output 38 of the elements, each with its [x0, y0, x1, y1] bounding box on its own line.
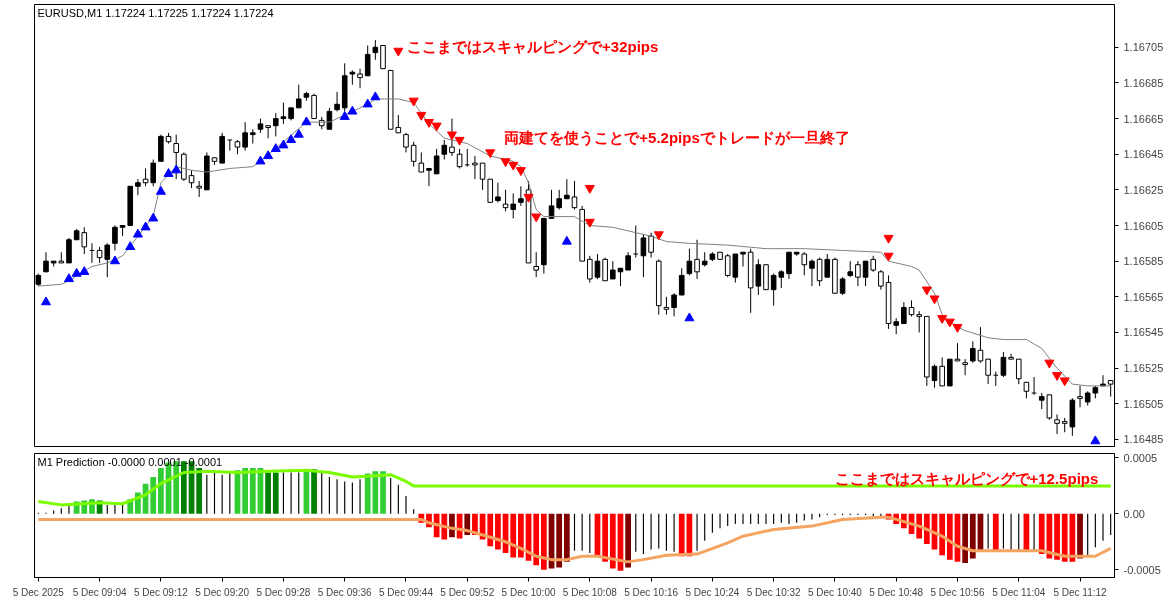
x-tick-label: 5 Dec 10:40: [807, 586, 863, 598]
y-tick-label: 1.16605: [1123, 219, 1164, 232]
y-tick-label: 1.16625: [1123, 183, 1164, 196]
x-tick-label: 5 Dec 2025: [12, 586, 65, 598]
y-tick-label: 1.16525: [1123, 362, 1164, 375]
x-tick-label: 5 Dec 09:44: [379, 586, 434, 598]
chart-title: M1 Prediction -0.0000 0.0001 -0.0001: [37, 455, 223, 468]
y-tick-label: 1.16585: [1123, 255, 1164, 268]
x-tick-label: 5 Dec 10:32: [746, 586, 802, 598]
y-tick-label: 1.16545: [1123, 326, 1164, 339]
annotation: ここまではスキャルピングで+32pips: [407, 37, 659, 55]
y-tick-label: 1.16505: [1123, 397, 1164, 410]
y-tick-label: 1.16485: [1123, 433, 1164, 446]
x-tick-label: 5 Dec 10:00: [501, 586, 556, 598]
chart-title: EURUSD,M1 1.17224 1.17225 1.17224 1.17224: [37, 6, 274, 19]
y-tick-label: 1.16645: [1123, 148, 1164, 161]
x-tick-label: 5 Dec 09:12: [133, 586, 189, 598]
y-tick-label: 1.16705: [1123, 41, 1164, 54]
x-tick-label: 5 Dec 09:20: [195, 586, 250, 598]
y-tick-label: 1.16565: [1123, 290, 1164, 303]
annotation: 両建てを使うことで+5.2pipsでトレードが一旦終了: [504, 128, 850, 147]
y-tick-label: -0.0005: [1123, 563, 1161, 576]
x-tick-label: 5 Dec 09:52: [440, 586, 495, 598]
x-tick-label: 5 Dec 11:12: [1053, 586, 1108, 598]
x-tick-label: 5 Dec 09:36: [317, 586, 373, 598]
y-tick-label: 0.00: [1123, 507, 1145, 520]
y-tick-label: 1.16685: [1123, 76, 1164, 89]
annotation: ここまではスキャルピングで+12.5pips: [834, 469, 1099, 487]
x-tick-label: 5 Dec 09:04: [72, 586, 128, 598]
x-tick-label: 5 Dec 10:24: [685, 586, 740, 598]
y-tick-label: 0.0005: [1123, 451, 1158, 464]
y-tick-label: 1.16665: [1123, 112, 1164, 125]
x-tick-label: 5 Dec 10:08: [562, 586, 618, 598]
x-tick-label: 5 Dec 11:04: [992, 586, 1046, 598]
x-tick-label: 5 Dec 10:56: [930, 586, 985, 598]
x-tick-label: 5 Dec 09:28: [256, 586, 311, 598]
x-tick-label: 5 Dec 10:48: [869, 586, 924, 598]
x-tick-label: 5 Dec 10:16: [624, 586, 679, 598]
